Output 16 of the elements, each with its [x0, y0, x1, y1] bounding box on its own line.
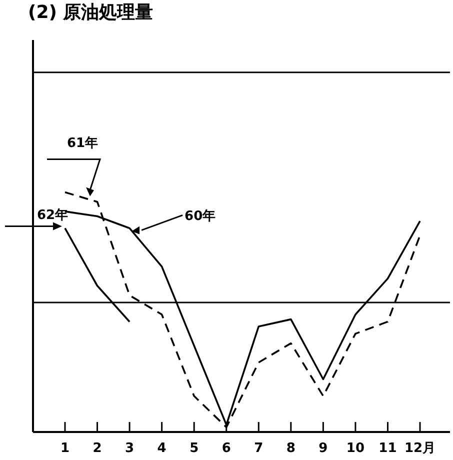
- x-tick-label: 7: [254, 441, 264, 456]
- x-tick-label: 3: [125, 441, 134, 456]
- series-label: 62年: [37, 208, 68, 224]
- chart-title: (2) 原油処理量: [28, 2, 154, 23]
- x-tick-label: 10: [346, 441, 364, 456]
- x-tick-label: 9: [318, 441, 328, 456]
- x-tick-label: 1: [60, 441, 70, 456]
- x-tick-label: 6: [222, 441, 231, 456]
- x-tick-label: 5: [190, 441, 199, 456]
- x-tick-label: 11: [378, 441, 397, 456]
- x-tick-label: 8: [286, 441, 296, 456]
- legend-label: 60年: [184, 209, 216, 224]
- x-tick-label: 12月: [404, 441, 436, 456]
- text: 61年: [67, 136, 98, 152]
- x-tick-label: 4: [157, 441, 166, 456]
- x-tick-label: 2: [92, 441, 102, 456]
